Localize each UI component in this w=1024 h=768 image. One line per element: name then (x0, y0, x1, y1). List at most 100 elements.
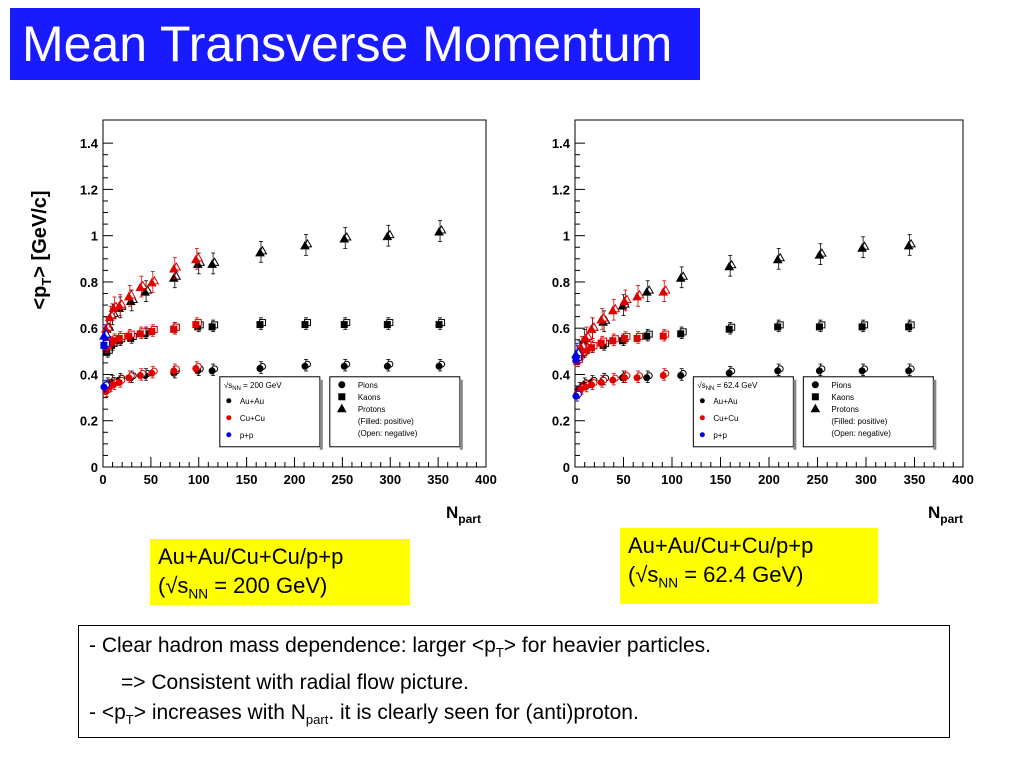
pion-point-cucu (148, 369, 156, 377)
legend-label: p+p (713, 431, 727, 440)
kaon-point-auau (905, 323, 913, 331)
pion-point-cucu (192, 365, 200, 373)
x-axis-label: Npart (928, 503, 963, 526)
y-tick-label: 0 (91, 460, 98, 475)
proton-point-auau (339, 233, 350, 243)
legend-label: (Filled: positive) (358, 417, 414, 426)
proton-point-auau (255, 247, 265, 257)
x-tick-label: 250 (807, 472, 829, 487)
proton-point-auau (641, 287, 652, 296)
proton-point-cucu (607, 305, 618, 315)
legend-label: Protons (831, 405, 859, 414)
proton-point-cucu (190, 254, 201, 264)
legend-species-box (802, 376, 934, 448)
proton-point-auau (207, 259, 217, 268)
proton-point-auau (675, 273, 686, 282)
x-tick-label: 200 (758, 472, 780, 487)
chart-62gev: 0 0.2 0.4 0.6 0.8 1 1.2 1.4 0 50 100 150 200 250 300 35… (552, 119, 974, 526)
proton-point-cucu (658, 287, 669, 296)
summary-line-2: => Consistent with radial flow picture. (121, 671, 469, 695)
legend-shadow (793, 379, 797, 450)
proton-point-cucu (580, 333, 591, 342)
legend-energy: √sNN = 62.4 GeV (697, 381, 758, 392)
x-tick-label: 0 (99, 472, 106, 487)
legend-system-box (219, 376, 321, 448)
kaon-point-auau (774, 323, 782, 331)
y-tick-label: 1.4 (80, 136, 99, 151)
caption-energy: (√sNN = 62.4 GeV) (628, 562, 804, 591)
proton-point-cucu (619, 296, 630, 305)
proton-point-cucu (586, 324, 597, 333)
pion-point-auau (383, 362, 391, 370)
kaon-point-auau (858, 323, 866, 331)
x-tick-label: 150 (236, 472, 258, 487)
x-tick-label: 400 (952, 472, 974, 487)
pion-point-cucu (597, 378, 605, 386)
kaon-point-auau (383, 321, 391, 329)
pion-point-cucu (136, 371, 144, 379)
pion-point-auau (815, 367, 823, 375)
legend-marker-proton (336, 403, 347, 413)
y-tick-label: 1 (563, 229, 570, 244)
summary-line-1: - Clear hadron mass dependence: larger <… (89, 634, 711, 661)
proton-point-auau (724, 261, 735, 271)
legend-label: Au+Au (240, 397, 264, 406)
pion-point-cucu (659, 371, 667, 379)
proton-point-cucu (123, 291, 134, 301)
caption-200gev: Au+Au/Cu+Cu/p+p (√sNN = 200 GeV) (150, 539, 410, 605)
proton-point-cucu (168, 264, 179, 273)
x-tick-label: 0 (571, 472, 578, 487)
proton-point-auau (300, 240, 310, 250)
caption-62gev: Au+Au/Cu+Cu/p+p (√sNN = 62.4 GeV) (620, 528, 878, 604)
legend-system-box (692, 376, 794, 448)
proton-point-pp (571, 349, 581, 359)
legend-marker-pion (811, 381, 819, 389)
pion-point-cucu (170, 367, 178, 375)
proton-point-auau (857, 243, 867, 252)
x-tick-label: 200 (284, 472, 306, 487)
proton-point-auau (814, 250, 825, 259)
pion-point-pp (100, 383, 108, 391)
pion-point-cucu (109, 381, 117, 389)
kaon-point-cucu (659, 332, 667, 340)
pion-point-auau (340, 362, 348, 370)
legend-label: Pions (831, 381, 851, 390)
y-tick-label: 0.2 (552, 414, 570, 429)
y-axis-label: <pT> [GeV/c] (29, 190, 54, 309)
pion-point-auau (774, 367, 782, 375)
pion-point-cucu (115, 378, 123, 386)
proton-point-auau (125, 296, 136, 305)
caption-energy: (√sNN = 200 GeV) (158, 573, 328, 602)
kaon-point-cucu (125, 332, 133, 340)
legend-label: Kaons (831, 393, 854, 402)
legend-marker-auau (226, 398, 232, 404)
pion-point-auau (858, 367, 866, 375)
kaon-point-auau (643, 332, 651, 340)
kaon-point-auau (677, 330, 685, 338)
legend-label: (Filled: positive) (831, 417, 887, 426)
proton-point-auau (192, 259, 203, 268)
kaon-point-auau (435, 321, 443, 329)
proton-point-auau (434, 227, 444, 236)
legend-marker-kaon (811, 393, 819, 401)
proton-point-pp (99, 331, 109, 340)
pion-point-auau (677, 371, 685, 379)
kaon-point-cucu (109, 337, 117, 345)
pion-point-cucu (620, 374, 628, 382)
legend-marker-cucu (699, 415, 705, 421)
legend-shadow (933, 379, 937, 450)
proton-point-auau (382, 231, 393, 241)
pion-point-auau (256, 365, 264, 373)
y-tick-label: 0.6 (552, 321, 570, 336)
legend-energy: √sNN = 200 GeV (224, 381, 282, 392)
legend-label: Cu+Cu (240, 414, 265, 423)
x-tick-label: 300 (855, 472, 877, 487)
y-tick-label: 1.2 (80, 182, 98, 197)
proton-point-cucu (114, 301, 125, 310)
y-tick-label: 1 (91, 229, 98, 244)
pion-point-auau (905, 367, 913, 375)
legend-marker-pp (226, 432, 232, 438)
proton-point-cucu (146, 277, 157, 287)
legend-marker-kaon (338, 393, 346, 401)
y-tick-label: 1.4 (552, 136, 571, 151)
